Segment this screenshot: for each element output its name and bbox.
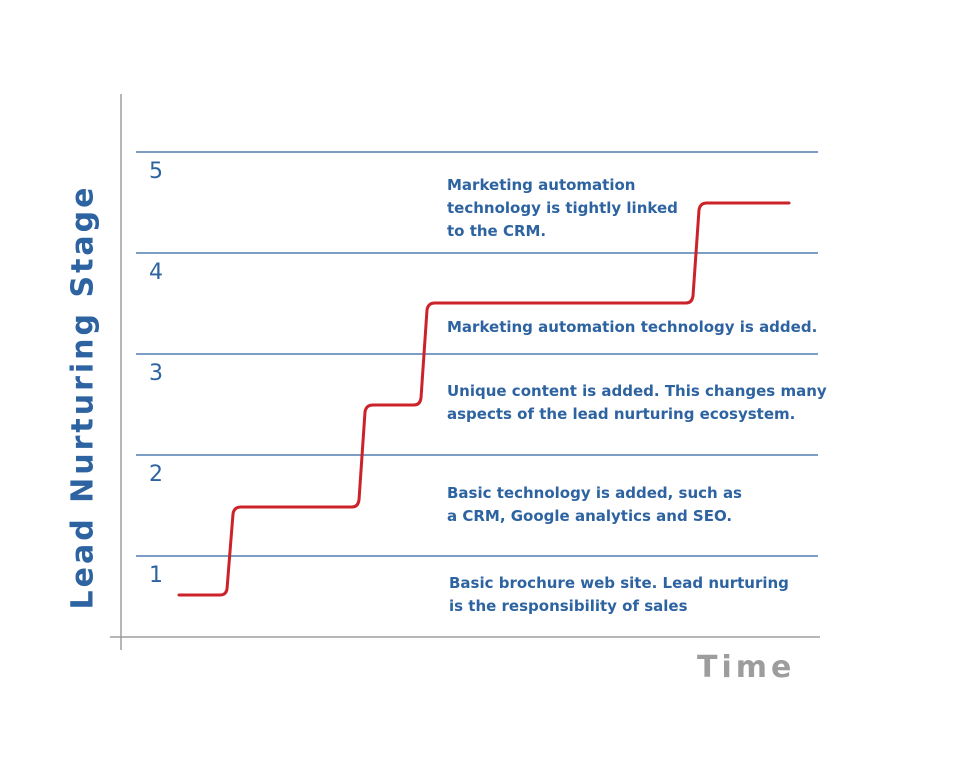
annotation-stage-2: Basic technology is added, such as a CRM… [447,484,742,525]
annotation-stage-4: Marketing automation technology is added… [447,318,818,336]
level-label-4: 4 [149,260,163,285]
level-label-2: 2 [149,462,163,487]
annotation-stage-3: Unique content is added. This changes ma… [447,382,827,423]
progression-step-line [177,201,791,597]
annotation-stage-5: Marketing automation technology is tight… [447,176,678,240]
level-label-3: 3 [149,361,163,386]
annotation-stage-1: Basic brochure web site. Lead nurturing … [449,574,789,615]
level-label-1: 1 [149,563,163,588]
x-axis-title: Time [697,650,796,685]
level-label-5: 5 [149,159,163,184]
y-axis-title: Lead Nurturing Stage [65,184,101,610]
